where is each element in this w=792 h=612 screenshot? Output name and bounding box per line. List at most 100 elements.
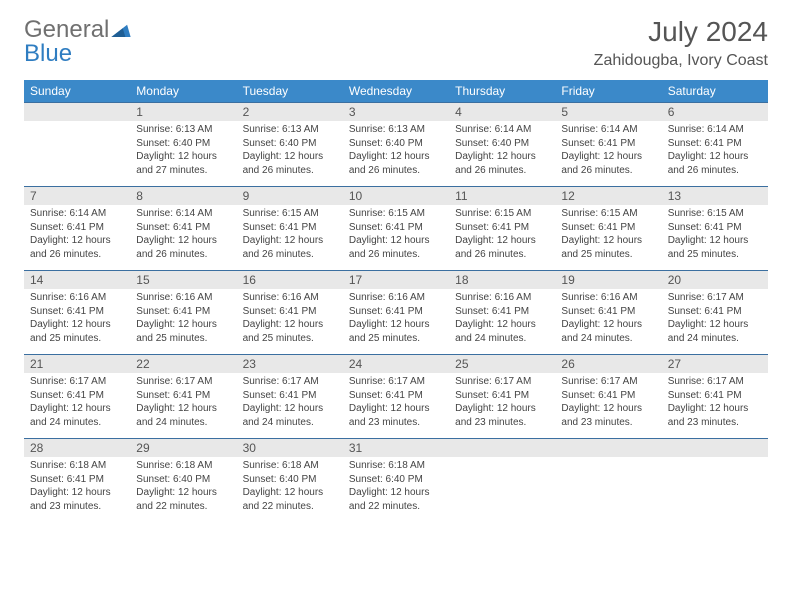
calendar-cell [24, 102, 130, 186]
cell-body: Sunrise: 6:16 AMSunset: 6:41 PMDaylight:… [237, 289, 343, 351]
sunset-text: Sunset: 6:41 PM [349, 305, 443, 319]
sunrise-text: Sunrise: 6:15 AM [243, 207, 337, 221]
sunrise-text: Sunrise: 6:15 AM [561, 207, 655, 221]
sunset-text: Sunset: 6:41 PM [561, 221, 655, 235]
daylight-text: Daylight: 12 hours and 26 minutes. [455, 234, 549, 261]
cell-body: Sunrise: 6:14 AMSunset: 6:40 PMDaylight:… [449, 121, 555, 183]
day-number: 6 [662, 103, 768, 121]
daylight-text: Daylight: 12 hours and 26 minutes. [349, 150, 443, 177]
sunset-text: Sunset: 6:41 PM [455, 305, 549, 319]
cell-body: Sunrise: 6:13 AMSunset: 6:40 PMDaylight:… [237, 121, 343, 183]
day-number: 2 [237, 103, 343, 121]
day-number [24, 103, 130, 121]
day-number: 13 [662, 187, 768, 205]
calendar-cell [449, 438, 555, 522]
sunrise-text: Sunrise: 6:15 AM [455, 207, 549, 221]
logo-text-blue: Blue [24, 40, 72, 67]
day-number: 25 [449, 355, 555, 373]
cell-body: Sunrise: 6:17 AMSunset: 6:41 PMDaylight:… [343, 373, 449, 435]
calendar-cell: 17Sunrise: 6:16 AMSunset: 6:41 PMDayligh… [343, 270, 449, 354]
calendar-cell: 6Sunrise: 6:14 AMSunset: 6:41 PMDaylight… [662, 102, 768, 186]
sunset-text: Sunset: 6:41 PM [243, 221, 337, 235]
sunset-text: Sunset: 6:41 PM [30, 473, 124, 487]
calendar-cell: 24Sunrise: 6:17 AMSunset: 6:41 PMDayligh… [343, 354, 449, 438]
logo: GeneralBlue [24, 18, 131, 66]
day-number: 31 [343, 439, 449, 457]
cell-body: Sunrise: 6:17 AMSunset: 6:41 PMDaylight:… [24, 373, 130, 435]
cell-body: Sunrise: 6:14 AMSunset: 6:41 PMDaylight:… [555, 121, 661, 183]
sunrise-text: Sunrise: 6:17 AM [668, 375, 762, 389]
sunrise-text: Sunrise: 6:14 AM [668, 123, 762, 137]
sunset-text: Sunset: 6:41 PM [349, 389, 443, 403]
day-number: 8 [130, 187, 236, 205]
day-number: 16 [237, 271, 343, 289]
sunrise-text: Sunrise: 6:14 AM [455, 123, 549, 137]
sunset-text: Sunset: 6:40 PM [136, 473, 230, 487]
daylight-text: Daylight: 12 hours and 23 minutes. [30, 486, 124, 513]
sunrise-text: Sunrise: 6:17 AM [243, 375, 337, 389]
sunset-text: Sunset: 6:41 PM [243, 389, 337, 403]
sunset-text: Sunset: 6:40 PM [349, 137, 443, 151]
daylight-text: Daylight: 12 hours and 23 minutes. [455, 402, 549, 429]
cell-body: Sunrise: 6:16 AMSunset: 6:41 PMDaylight:… [555, 289, 661, 351]
sunrise-text: Sunrise: 6:14 AM [561, 123, 655, 137]
daylight-text: Daylight: 12 hours and 24 minutes. [30, 402, 124, 429]
logo-text-general: General [24, 18, 109, 42]
weekday-header: Wednesday [343, 80, 449, 102]
sunset-text: Sunset: 6:41 PM [561, 389, 655, 403]
cell-body: Sunrise: 6:15 AMSunset: 6:41 PMDaylight:… [237, 205, 343, 267]
day-number: 26 [555, 355, 661, 373]
daylight-text: Daylight: 12 hours and 23 minutes. [561, 402, 655, 429]
sunrise-text: Sunrise: 6:18 AM [30, 459, 124, 473]
sunset-text: Sunset: 6:41 PM [30, 305, 124, 319]
weekday-header: Tuesday [237, 80, 343, 102]
sunset-text: Sunset: 6:41 PM [668, 389, 762, 403]
sunrise-text: Sunrise: 6:17 AM [455, 375, 549, 389]
calendar-cell: 12Sunrise: 6:15 AMSunset: 6:41 PMDayligh… [555, 186, 661, 270]
cell-body: Sunrise: 6:16 AMSunset: 6:41 PMDaylight:… [449, 289, 555, 351]
sunrise-text: Sunrise: 6:17 AM [30, 375, 124, 389]
weekday-header: Friday [555, 80, 661, 102]
daylight-text: Daylight: 12 hours and 26 minutes. [455, 150, 549, 177]
day-number: 10 [343, 187, 449, 205]
daylight-text: Daylight: 12 hours and 22 minutes. [349, 486, 443, 513]
sunset-text: Sunset: 6:41 PM [136, 305, 230, 319]
sunset-text: Sunset: 6:40 PM [455, 137, 549, 151]
day-number: 27 [662, 355, 768, 373]
sunset-text: Sunset: 6:41 PM [30, 221, 124, 235]
daylight-text: Daylight: 12 hours and 26 minutes. [30, 234, 124, 261]
calendar-cell: 28Sunrise: 6:18 AMSunset: 6:41 PMDayligh… [24, 438, 130, 522]
day-number: 20 [662, 271, 768, 289]
sunset-text: Sunset: 6:41 PM [136, 221, 230, 235]
calendar-cell: 14Sunrise: 6:16 AMSunset: 6:41 PMDayligh… [24, 270, 130, 354]
sunrise-text: Sunrise: 6:16 AM [561, 291, 655, 305]
daylight-text: Daylight: 12 hours and 25 minutes. [243, 318, 337, 345]
calendar-cell: 18Sunrise: 6:16 AMSunset: 6:41 PMDayligh… [449, 270, 555, 354]
cell-body: Sunrise: 6:17 AMSunset: 6:41 PMDaylight:… [130, 373, 236, 435]
sunrise-text: Sunrise: 6:16 AM [455, 291, 549, 305]
daylight-text: Daylight: 12 hours and 25 minutes. [668, 234, 762, 261]
sunset-text: Sunset: 6:40 PM [243, 473, 337, 487]
day-number: 19 [555, 271, 661, 289]
daylight-text: Daylight: 12 hours and 27 minutes. [136, 150, 230, 177]
weekday-header: Thursday [449, 80, 555, 102]
sunrise-text: Sunrise: 6:15 AM [349, 207, 443, 221]
sunset-text: Sunset: 6:41 PM [561, 305, 655, 319]
sunrise-text: Sunrise: 6:16 AM [30, 291, 124, 305]
cell-body: Sunrise: 6:13 AMSunset: 6:40 PMDaylight:… [343, 121, 449, 183]
sunrise-text: Sunrise: 6:17 AM [561, 375, 655, 389]
sunrise-text: Sunrise: 6:13 AM [349, 123, 443, 137]
calendar-cell: 3Sunrise: 6:13 AMSunset: 6:40 PMDaylight… [343, 102, 449, 186]
sunset-text: Sunset: 6:41 PM [668, 305, 762, 319]
daylight-text: Daylight: 12 hours and 26 minutes. [349, 234, 443, 261]
calendar-cell: 7Sunrise: 6:14 AMSunset: 6:41 PMDaylight… [24, 186, 130, 270]
day-number: 4 [449, 103, 555, 121]
day-number: 11 [449, 187, 555, 205]
cell-body: Sunrise: 6:16 AMSunset: 6:41 PMDaylight:… [24, 289, 130, 351]
daylight-text: Daylight: 12 hours and 24 minutes. [455, 318, 549, 345]
cell-body: Sunrise: 6:18 AMSunset: 6:41 PMDaylight:… [24, 457, 130, 519]
logo-triangle-icon [111, 18, 131, 42]
daylight-text: Daylight: 12 hours and 24 minutes. [243, 402, 337, 429]
calendar-cell: 20Sunrise: 6:17 AMSunset: 6:41 PMDayligh… [662, 270, 768, 354]
calendar-cell: 29Sunrise: 6:18 AMSunset: 6:40 PMDayligh… [130, 438, 236, 522]
